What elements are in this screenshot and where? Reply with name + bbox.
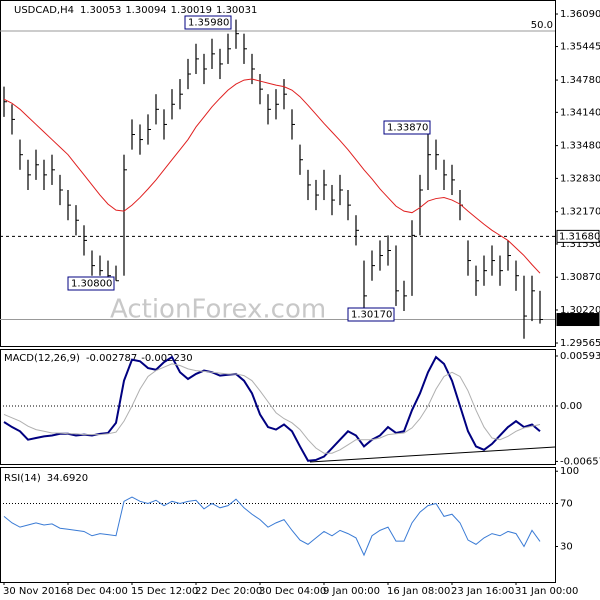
annotation-label: 1.30800 bbox=[71, 279, 112, 290]
level-label: 1.30031 bbox=[559, 315, 600, 326]
x-tick-label: 22 Dec 20:00 bbox=[195, 586, 262, 597]
level-box bbox=[556, 229, 600, 243]
y-tick-label: 1.31530 bbox=[560, 239, 600, 250]
level-box bbox=[556, 313, 600, 327]
annotation-box bbox=[184, 15, 232, 30]
series-line bbox=[3, 363, 541, 454]
moving-average bbox=[3, 78, 541, 274]
panel-title: MACD(12,26,9) bbox=[4, 353, 80, 364]
panel-title: RSI(14) bbox=[4, 473, 41, 484]
x-tick-label: 23 Jan 16:00 bbox=[451, 586, 514, 597]
y-tick-label: 1.32830 bbox=[560, 173, 600, 184]
annotation-label: 1.35980 bbox=[188, 18, 229, 29]
series-line bbox=[3, 496, 541, 557]
x-tick-label: 30 Nov 2016 bbox=[3, 586, 67, 597]
rsi-panel bbox=[0, 467, 556, 583]
y-tick-label: 1.33480 bbox=[560, 141, 600, 152]
header-value: -0.002230 bbox=[141, 353, 192, 364]
annotation-label: 1.33870 bbox=[387, 123, 428, 134]
x-tick-label: 30 Dec 04:00 bbox=[259, 586, 326, 597]
header-value: 34.6920 bbox=[47, 473, 88, 484]
y-tick-label: 1.29565 bbox=[560, 338, 600, 349]
annotation-box bbox=[347, 307, 395, 322]
y-tick-label: 70 bbox=[560, 498, 573, 509]
y-tick-label: 0.00593 bbox=[560, 351, 600, 362]
price-panel bbox=[0, 0, 556, 347]
y-tick-label: 1.30220 bbox=[560, 305, 600, 316]
annotation-label: 1.30170 bbox=[351, 310, 392, 321]
y-tick-label: 100 bbox=[560, 466, 579, 477]
x-tick-label: 8 Dec 04:00 bbox=[67, 586, 128, 597]
y-tick-label: 1.32170 bbox=[560, 207, 600, 218]
y-tick-label: 1.35445 bbox=[560, 42, 600, 53]
header-value: 1.30094 bbox=[125, 5, 166, 16]
y-tick-label: 1.30870 bbox=[560, 272, 600, 283]
x-tick-label: 15 Dec 12:00 bbox=[131, 586, 198, 597]
annotation-box bbox=[383, 120, 431, 135]
x-tick-label: 16 Jan 08:00 bbox=[387, 586, 450, 597]
y-tick-label: 30 bbox=[560, 542, 573, 553]
y-tick-label: 1.34780 bbox=[560, 75, 600, 86]
header-value: 1.30019 bbox=[171, 5, 212, 16]
header-value: 1.30053 bbox=[80, 5, 121, 16]
header-value: 1.30031 bbox=[216, 5, 257, 16]
y-tick-label: 0.00 bbox=[560, 401, 582, 412]
y-tick-label: -0.006575 bbox=[560, 456, 600, 467]
panel-title: USDCAD,H4 bbox=[14, 5, 74, 16]
y-tick-label: 1.36090 bbox=[560, 9, 600, 20]
header-value: -0.002787 bbox=[86, 353, 137, 364]
x-tick-label: 9 Jan 00:00 bbox=[323, 586, 380, 597]
level-label: 50.0 bbox=[531, 20, 553, 31]
series-line bbox=[3, 355, 541, 462]
y-tick-label: 1.34140 bbox=[560, 107, 600, 118]
level-label: 1.31680 bbox=[559, 231, 600, 242]
macd-trendline bbox=[309, 446, 556, 463]
annotation-box bbox=[67, 276, 115, 291]
x-tick-label: 31 Jan 00:00 bbox=[515, 586, 578, 597]
macd-panel bbox=[0, 349, 556, 465]
